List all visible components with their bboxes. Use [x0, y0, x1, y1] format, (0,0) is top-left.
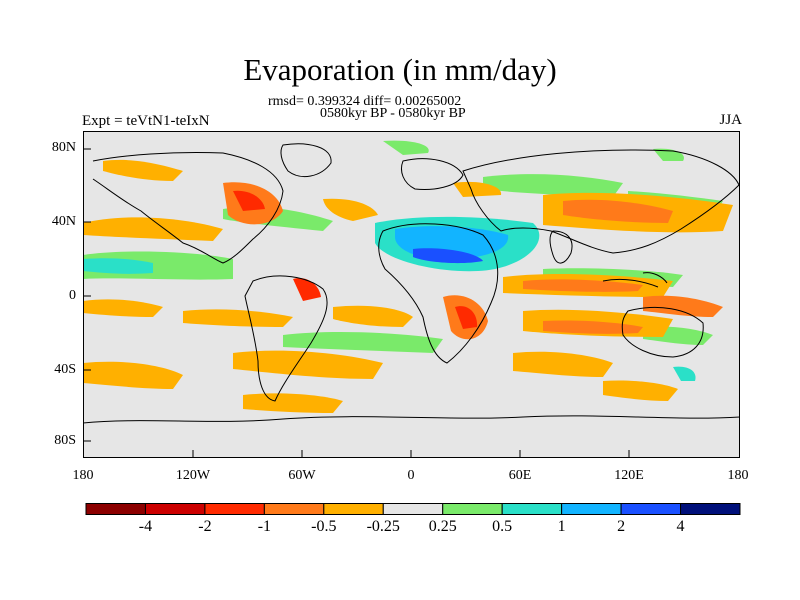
colorbar-label: 0.5 [492, 518, 513, 535]
anomaly-patches [83, 140, 733, 413]
colorbar-label: -1 [257, 518, 272, 535]
colorbar-label: 4 [676, 518, 685, 535]
lat-label-40n: 40N [51, 214, 76, 229]
colorbar-label: 1 [557, 518, 566, 535]
lon-label-120e: 120E [614, 468, 644, 483]
colorbar-label: 2 [617, 518, 626, 535]
colorbar-swatch [442, 503, 503, 515]
evaporation-map [83, 131, 740, 458]
experiment-label: Expt = teVtN1-teIxN [82, 113, 210, 129]
lat-label-80s: 80S [54, 433, 76, 448]
lon-label-0: 0 [407, 468, 415, 483]
colorbar [85, 503, 741, 515]
colorbar-label: -0.5 [311, 518, 337, 535]
colorbar-swatch [85, 503, 146, 515]
lon-label-180e: 180 [727, 468, 749, 483]
lat-label-40s: 40S [54, 362, 76, 377]
colorbar-swatch [323, 503, 384, 515]
colorbar-label: -4 [138, 518, 153, 535]
period-text: 0580kyr BP - 0580kyr BP [320, 106, 466, 121]
axis-ticks [83, 148, 630, 458]
lon-label-60w: 60W [288, 468, 316, 483]
colorbar-swatch [561, 503, 622, 515]
lat-label-80n: 80N [51, 140, 76, 155]
colorbar-swatch [144, 503, 206, 515]
colorbar-label: -0.25 [366, 518, 400, 535]
lon-label-60e: 60E [508, 468, 532, 483]
coastlines [83, 143, 740, 424]
colorbar-swatch [382, 503, 444, 515]
colorbar-swatch [263, 503, 325, 515]
plot-title: Evaporation (in mm/day) [243, 52, 557, 87]
colorbar-label: 0.25 [428, 518, 457, 535]
colorbar-swatch [680, 503, 741, 515]
colorbar-label: -2 [198, 518, 212, 535]
colorbar-swatch [204, 503, 265, 515]
lat-label-0: 0 [69, 288, 76, 303]
season-label: JJA [719, 112, 742, 128]
colorbar-swatch [620, 503, 682, 515]
colorbar-swatch [501, 503, 563, 515]
lon-label-180w: 180 [72, 468, 94, 483]
lon-label-120w: 120W [175, 468, 211, 483]
stats-text: rmsd= 0.399324 diff= 0.00265002 [268, 94, 462, 109]
